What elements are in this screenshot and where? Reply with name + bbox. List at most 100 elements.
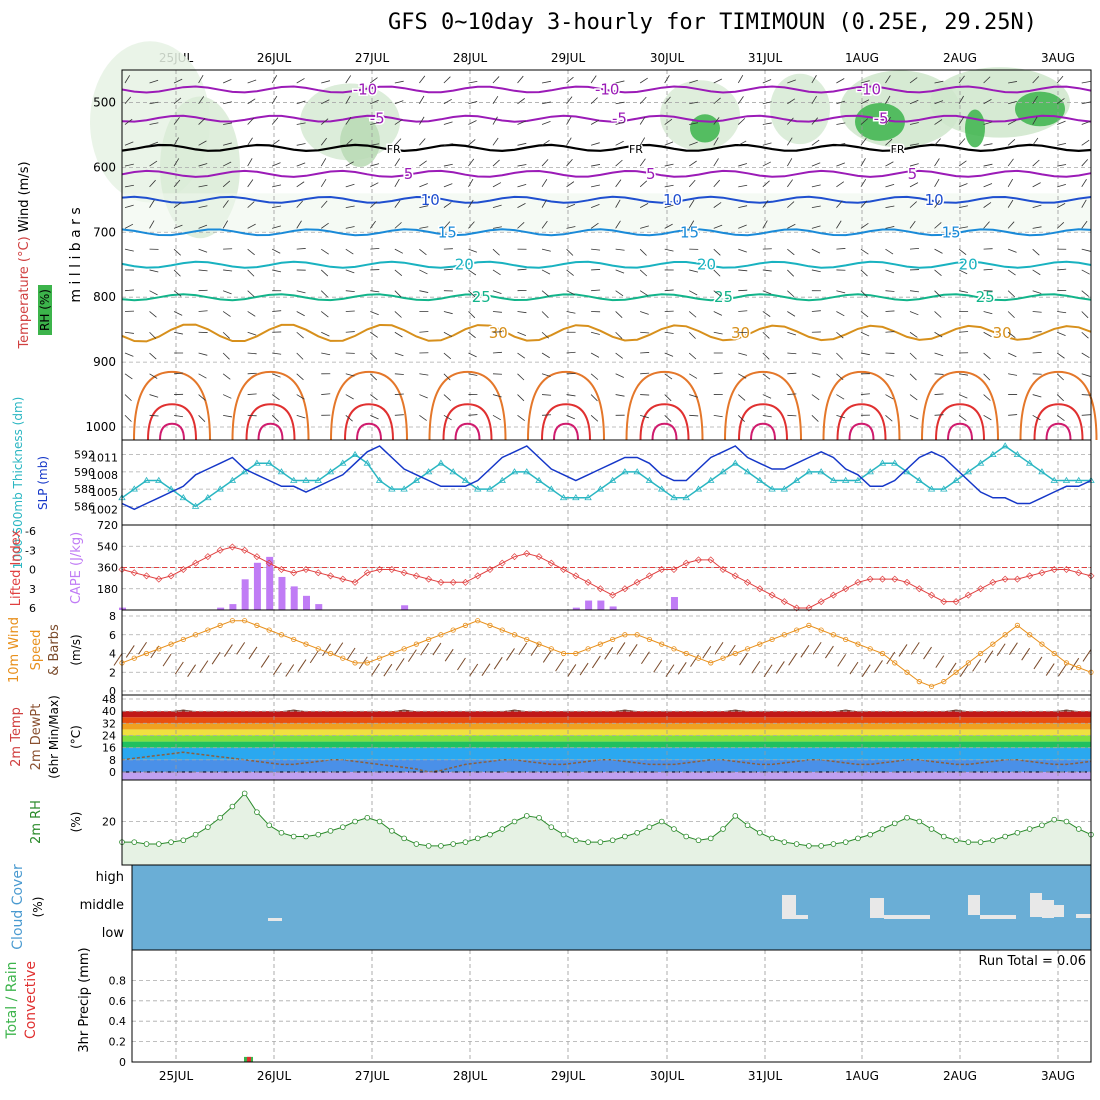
wind-barb bbox=[345, 138, 353, 146]
wind-barb bbox=[1081, 80, 1091, 84]
cloud-level-label: low bbox=[102, 926, 125, 941]
isotherm-label: 5 bbox=[646, 165, 656, 183]
pressure-axis-label-group: m i l l i b a r s bbox=[68, 207, 84, 302]
wind-speed-point bbox=[806, 622, 812, 628]
wind-barb bbox=[345, 394, 354, 400]
surface-wind-barb bbox=[579, 662, 589, 676]
surface-wind-barb bbox=[763, 664, 773, 678]
isotherm-45 bbox=[159, 422, 185, 441]
thickness-point bbox=[302, 476, 310, 483]
surface-wind-barb bbox=[641, 651, 650, 665]
wind-barb bbox=[320, 178, 327, 188]
wind-barb bbox=[1056, 75, 1064, 84]
wind-barb bbox=[369, 220, 376, 229]
wind-speed-point bbox=[769, 636, 775, 643]
wind-barb bbox=[394, 248, 404, 254]
wind-barb bbox=[762, 142, 772, 146]
cape-axis-label: CAPE (J/kg) bbox=[69, 532, 84, 604]
wind-barb bbox=[223, 122, 233, 125]
cape-bar bbox=[572, 607, 580, 610]
surface-wind-barb bbox=[714, 642, 724, 655]
lifted-point bbox=[572, 572, 580, 580]
wind-barb bbox=[639, 290, 648, 296]
wind-barb bbox=[836, 143, 846, 146]
wind-barb bbox=[860, 179, 867, 188]
wind-barb bbox=[983, 352, 991, 360]
wind-barb bbox=[590, 142, 600, 146]
wind-barb bbox=[124, 352, 134, 357]
surface-wind-barb bbox=[236, 642, 246, 655]
wind-barb bbox=[541, 121, 551, 125]
wind-barb bbox=[541, 159, 549, 167]
thickness-point bbox=[388, 485, 396, 492]
wind-barb bbox=[272, 248, 281, 254]
thickness-point bbox=[596, 485, 605, 492]
wind-barb bbox=[198, 118, 206, 125]
wind-barb bbox=[1008, 81, 1018, 84]
wind-barb bbox=[419, 290, 429, 293]
wind-barb bbox=[394, 178, 400, 188]
thickness-point bbox=[510, 468, 519, 475]
wind-barb bbox=[836, 394, 845, 400]
thickness-point bbox=[535, 476, 543, 483]
wind-barb bbox=[688, 352, 697, 360]
wind-barb bbox=[713, 158, 719, 167]
thickness-point bbox=[228, 476, 237, 483]
wind-speed-point bbox=[242, 618, 248, 624]
lifted-tick: 6 bbox=[29, 602, 36, 615]
rh-point bbox=[904, 814, 910, 821]
wind-barb bbox=[934, 222, 942, 229]
wind-barb bbox=[345, 95, 351, 104]
thickness-point bbox=[1013, 450, 1022, 458]
thickness-point bbox=[351, 450, 359, 458]
wind-barb bbox=[198, 140, 207, 146]
cape-tick: 180 bbox=[97, 583, 118, 596]
surface-wind-barb bbox=[346, 647, 356, 661]
thickness-tick: 590 bbox=[74, 466, 95, 479]
date-label-top: 30JUL bbox=[650, 51, 685, 65]
wind-barb bbox=[394, 269, 403, 276]
isotherm-35 bbox=[133, 370, 211, 441]
isotherm-40 bbox=[245, 403, 296, 441]
wind-speed-point bbox=[291, 636, 297, 643]
surface-wind-barb bbox=[886, 651, 896, 665]
cloud-background bbox=[132, 865, 1091, 950]
wind-barb bbox=[149, 311, 157, 318]
rh-point bbox=[536, 814, 542, 821]
slp-axis-label: SLP (mb) bbox=[36, 456, 50, 510]
wind-barb bbox=[615, 290, 624, 297]
surface-wind-barb bbox=[481, 663, 491, 676]
wind-barb bbox=[272, 184, 282, 188]
slp-tick: 1008 bbox=[90, 469, 118, 482]
wind-barb bbox=[885, 415, 893, 422]
wind-barb bbox=[247, 223, 256, 229]
rh-point bbox=[842, 839, 849, 845]
lifted-point bbox=[854, 578, 862, 586]
surface-wind-barb bbox=[1021, 647, 1031, 661]
wind-barb bbox=[590, 203, 600, 208]
wind-barb bbox=[983, 394, 991, 401]
wind-barb bbox=[787, 223, 796, 229]
surface-wind-barb bbox=[751, 660, 761, 674]
thickness-point bbox=[363, 459, 372, 466]
wind-barb bbox=[885, 269, 895, 274]
isotherm-label: 20 bbox=[959, 256, 978, 274]
wind-barb bbox=[124, 248, 134, 252]
wind-barb bbox=[1032, 95, 1038, 104]
wind-barb bbox=[689, 414, 699, 417]
wind-barb bbox=[688, 331, 696, 339]
wind-barb bbox=[615, 140, 624, 146]
wind-barb bbox=[983, 331, 992, 337]
rh-point bbox=[879, 826, 886, 832]
wind-barb bbox=[198, 394, 206, 401]
rh-point bbox=[806, 843, 812, 849]
lifted-point bbox=[363, 569, 371, 577]
wind-barb bbox=[296, 352, 304, 360]
temp-color-band bbox=[122, 729, 1091, 736]
wind-barb bbox=[787, 179, 793, 188]
wind-barb bbox=[173, 137, 179, 146]
wind-speed-point bbox=[622, 632, 628, 638]
wind-barb bbox=[468, 178, 474, 188]
wind-barb bbox=[689, 394, 698, 398]
wind-axis-label: 10m Wind bbox=[7, 617, 22, 683]
